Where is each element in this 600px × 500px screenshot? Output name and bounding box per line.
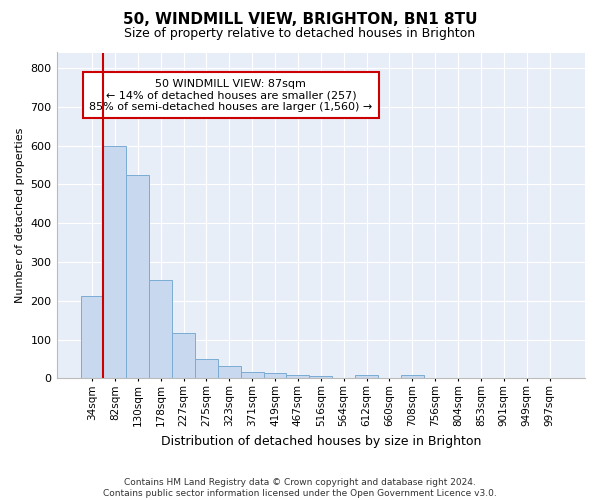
Text: Size of property relative to detached houses in Brighton: Size of property relative to detached ho… [124,28,476,40]
Bar [127,174,149,378]
Text: 50 WINDMILL VIEW: 87sqm
← 14% of detached houses are smaller (257)
85% of semi-d: 50 WINDMILL VIEW: 87sqm ← 14% of detache… [89,78,373,112]
Y-axis label: Number of detached properties: Number of detached properties [15,128,25,303]
Text: Contains HM Land Registry data © Crown copyright and database right 2024.
Contai: Contains HM Land Registry data © Crown c… [103,478,497,498]
Bar [80,296,103,378]
Bar [355,376,378,378]
Bar [103,146,127,378]
Text: 50, WINDMILL VIEW, BRIGHTON, BN1 8TU: 50, WINDMILL VIEW, BRIGHTON, BN1 8TU [123,12,477,28]
Bar [286,374,310,378]
Bar [149,280,172,378]
Bar [172,333,195,378]
Bar [401,376,424,378]
Bar [310,376,332,378]
Bar [263,372,286,378]
X-axis label: Distribution of detached houses by size in Brighton: Distribution of detached houses by size … [161,434,481,448]
Bar [218,366,241,378]
Bar [241,372,263,378]
Bar [195,359,218,378]
